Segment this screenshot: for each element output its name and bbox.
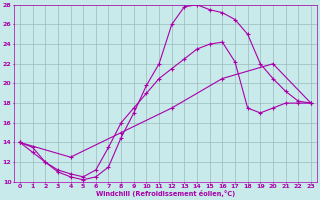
X-axis label: Windchill (Refroidissement éolien,°C): Windchill (Refroidissement éolien,°C) <box>96 190 235 197</box>
